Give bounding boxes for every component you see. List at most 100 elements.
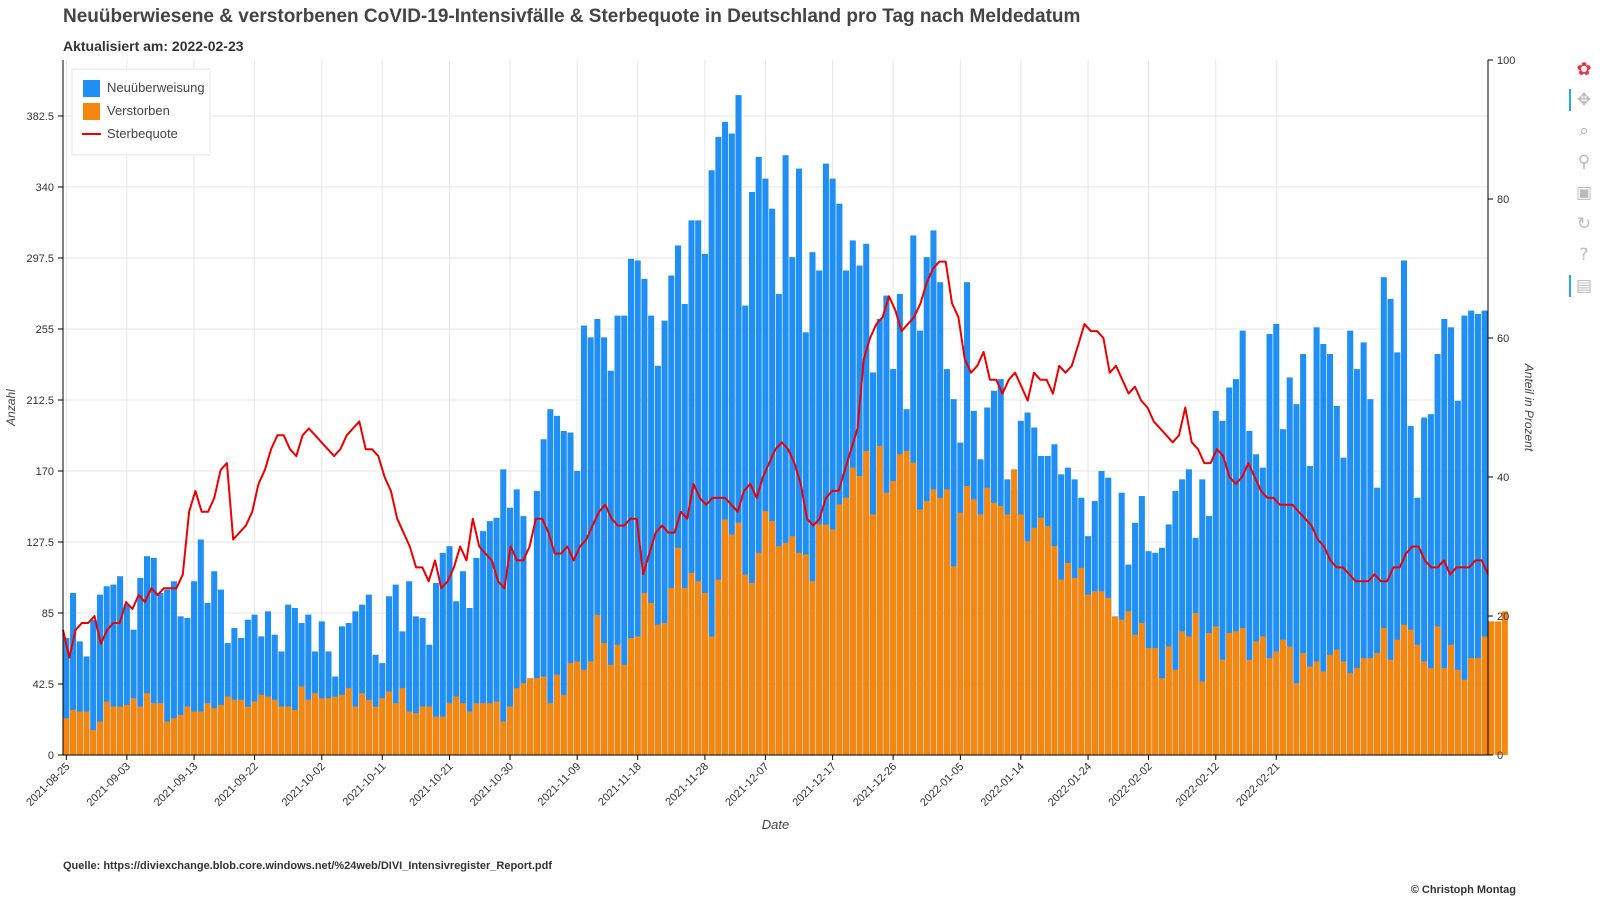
bar-verstorben[interactable] bbox=[500, 721, 507, 755]
bar-verstorben[interactable] bbox=[123, 704, 130, 755]
bar-verstorben[interactable] bbox=[1495, 621, 1502, 755]
bar-verstorben[interactable] bbox=[990, 502, 997, 755]
bar-neuueberweisung[interactable] bbox=[70, 592, 77, 755]
bar-verstorben[interactable] bbox=[601, 643, 608, 755]
bar-verstorben[interactable] bbox=[506, 706, 514, 755]
bar-verstorben[interactable] bbox=[533, 678, 540, 755]
chart-canvas[interactable]: 0 42.5 85 127.5 170 212.5 255 297.5 340 382.5 0 20 4… bbox=[0, 0, 1570, 880]
bar-verstorben[interactable] bbox=[997, 506, 1004, 755]
bar-verstorben[interactable] bbox=[1407, 629, 1414, 755]
bar-neuueberweisung[interactable] bbox=[513, 489, 520, 755]
bar-verstorben[interactable] bbox=[715, 579, 722, 755]
bar-neuueberweisung[interactable] bbox=[688, 220, 695, 755]
bar-neuueberweisung[interactable] bbox=[1374, 487, 1381, 755]
bar-neuueberweisung[interactable] bbox=[668, 275, 675, 755]
bar-neuueberweisung[interactable] bbox=[1199, 479, 1206, 755]
bar-verstorben[interactable] bbox=[540, 676, 547, 755]
bar-verstorben[interactable] bbox=[117, 706, 124, 755]
bar-verstorben[interactable] bbox=[1024, 541, 1031, 755]
bar-verstorben[interactable] bbox=[970, 499, 977, 755]
bar-verstorben[interactable] bbox=[574, 661, 581, 755]
bar-verstorben[interactable] bbox=[285, 706, 292, 755]
bar-verstorben[interactable] bbox=[1132, 634, 1139, 755]
bar-verstorben[interactable] bbox=[143, 693, 151, 755]
bar-verstorben[interactable] bbox=[1199, 681, 1206, 755]
bar-neuueberweisung[interactable] bbox=[1320, 344, 1327, 755]
bar-verstorben[interactable] bbox=[1253, 641, 1260, 755]
bar-neuueberweisung[interactable] bbox=[560, 430, 567, 755]
bar-verstorben[interactable] bbox=[1320, 671, 1327, 755]
bar-verstorben[interactable] bbox=[278, 706, 285, 755]
bar-neuueberweisung[interactable] bbox=[587, 337, 594, 755]
bar-neuueberweisung[interactable] bbox=[708, 170, 715, 756]
bar-neuueberweisung[interactable] bbox=[789, 257, 796, 755]
bar-verstorben[interactable] bbox=[822, 524, 829, 755]
bar-neuueberweisung[interactable] bbox=[372, 654, 379, 755]
bar-neuueberweisung[interactable] bbox=[607, 370, 614, 755]
bar-neuueberweisung[interactable] bbox=[1239, 330, 1246, 755]
bar-verstorben[interactable] bbox=[1488, 621, 1495, 755]
bar-neuueberweisung[interactable] bbox=[681, 303, 688, 755]
bar-verstorben[interactable] bbox=[332, 696, 339, 755]
bar-neuueberweisung[interactable] bbox=[1259, 467, 1266, 755]
bar-verstorben[interactable] bbox=[1011, 469, 1018, 755]
bar-verstorben[interactable] bbox=[943, 489, 950, 755]
bar-verstorben[interactable] bbox=[1165, 646, 1172, 755]
bar-verstorben[interactable] bbox=[103, 701, 110, 755]
bar-verstorben[interactable] bbox=[1306, 666, 1313, 755]
bar-verstorben[interactable] bbox=[130, 698, 137, 755]
bar-neuueberweisung[interactable] bbox=[433, 582, 440, 755]
bar-verstorben[interactable] bbox=[1461, 679, 1468, 755]
bar-verstorben[interactable] bbox=[1152, 648, 1159, 755]
bar-verstorben[interactable] bbox=[735, 522, 742, 755]
bar-verstorben[interactable] bbox=[1091, 591, 1098, 755]
bar-verstorben[interactable] bbox=[211, 708, 218, 755]
bar-neuueberweisung[interactable] bbox=[251, 614, 258, 755]
bar-verstorben[interactable] bbox=[1098, 591, 1105, 755]
bar-neuueberweisung[interactable] bbox=[130, 629, 137, 755]
bar-neuueberweisung[interactable] bbox=[809, 252, 816, 755]
bar-verstorben[interactable] bbox=[1085, 594, 1092, 755]
bar-neuueberweisung[interactable] bbox=[238, 638, 245, 755]
bar-verstorben[interactable] bbox=[668, 587, 675, 755]
bar-neuueberweisung[interactable] bbox=[533, 491, 540, 755]
bar-neuueberweisung[interactable] bbox=[493, 517, 500, 755]
bar-verstorben[interactable] bbox=[191, 711, 198, 755]
bar-verstorben[interactable] bbox=[1474, 658, 1481, 755]
bar-verstorben[interactable] bbox=[802, 554, 809, 755]
help-icon[interactable]: ? bbox=[1579, 245, 1589, 265]
bar-neuueberweisung[interactable] bbox=[137, 577, 144, 755]
bar-neuueberweisung[interactable] bbox=[1212, 410, 1219, 755]
bar-neuueberweisung[interactable] bbox=[439, 552, 446, 755]
bar-verstorben[interactable] bbox=[627, 638, 635, 755]
bar-neuueberweisung[interactable] bbox=[164, 589, 171, 755]
bar-neuueberweisung[interactable] bbox=[419, 618, 426, 755]
bar-neuueberweisung[interactable] bbox=[1407, 425, 1414, 755]
bar-verstorben[interactable] bbox=[1051, 546, 1058, 755]
bar-neuueberweisung[interactable] bbox=[715, 136, 722, 756]
bar-neuueberweisung[interactable] bbox=[500, 469, 507, 755]
bar-neuueberweisung[interactable] bbox=[567, 432, 574, 755]
bar-neuueberweisung[interactable] bbox=[1158, 547, 1166, 755]
bar-neuueberweisung[interactable] bbox=[1340, 457, 1347, 755]
bar-verstorben[interactable] bbox=[1333, 649, 1340, 755]
bar-neuueberweisung[interactable] bbox=[735, 95, 742, 756]
bar-neuueberweisung[interactable] bbox=[412, 616, 419, 755]
bar-verstorben[interactable] bbox=[338, 694, 345, 755]
bar-verstorben[interactable] bbox=[359, 693, 366, 755]
bar-neuueberweisung[interactable] bbox=[782, 155, 789, 755]
bar-neuueberweisung[interactable] bbox=[1421, 417, 1428, 755]
bar-verstorben[interactable] bbox=[654, 624, 661, 755]
bar-verstorben[interactable] bbox=[83, 711, 90, 755]
bar-neuueberweisung[interactable] bbox=[392, 584, 399, 755]
bar-neuueberweisung[interactable] bbox=[627, 258, 635, 755]
bar-verstorben[interactable] bbox=[70, 709, 77, 755]
bar-verstorben[interactable] bbox=[1374, 653, 1381, 755]
box-zoom-icon[interactable]: ⌕ bbox=[1579, 121, 1589, 141]
bar-neuueberweisung[interactable] bbox=[103, 586, 110, 755]
bar-neuueberweisung[interactable] bbox=[1313, 327, 1320, 755]
bar-neuueberweisung[interactable] bbox=[769, 208, 776, 755]
bar-verstorben[interactable] bbox=[1037, 517, 1045, 755]
bar-verstorben[interactable] bbox=[1111, 616, 1118, 755]
bar-verstorben[interactable] bbox=[426, 706, 433, 755]
